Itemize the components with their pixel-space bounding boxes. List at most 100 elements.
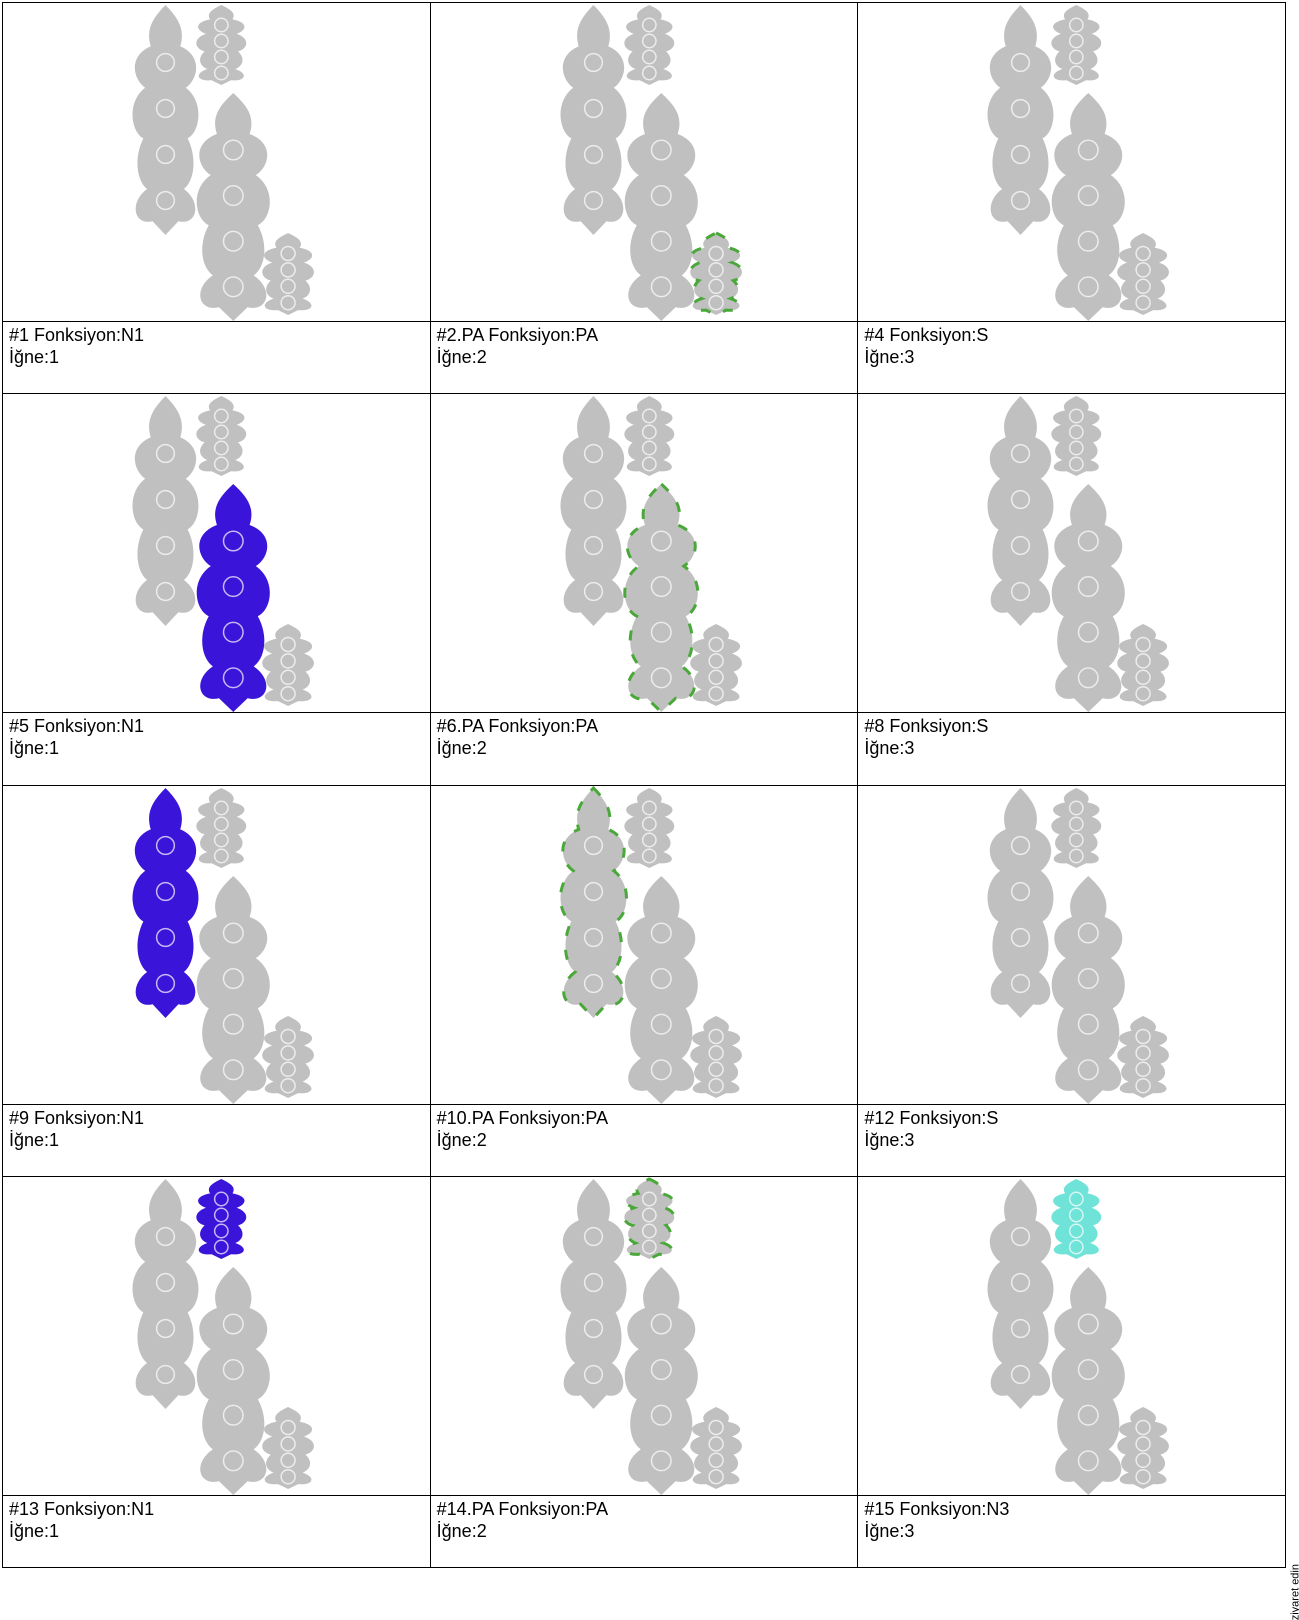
cell-caption: #15 Fonksiyon:N3 İğne:3 bbox=[864, 1498, 1009, 1542]
motif-center bbox=[624, 875, 698, 1104]
motif-center-highlighted bbox=[622, 482, 699, 713]
needle-label: İğne:2 bbox=[436, 1520, 487, 1541]
needle-label: İğne:2 bbox=[436, 738, 487, 759]
sequence-cell: #13 Fonksiyon:N1 İğne:1 bbox=[3, 1176, 431, 1568]
motif-top bbox=[1051, 5, 1102, 85]
motif-top-highlighted bbox=[1051, 1178, 1102, 1259]
sequence-cell: #4 Fonksiyon:S İğne:3 bbox=[858, 3, 1286, 395]
needle-label: İğne:2 bbox=[436, 1129, 487, 1150]
embroidery-preview bbox=[3, 3, 430, 322]
needle-label: İğne:3 bbox=[864, 347, 915, 367]
sequence-cell: #15 Fonksiyon:N3 İğne:3 bbox=[858, 1176, 1286, 1568]
motif-left bbox=[132, 5, 199, 235]
embroidery-preview bbox=[858, 1177, 1285, 1496]
motif-left bbox=[987, 787, 1054, 1018]
motif-left bbox=[560, 1178, 627, 1409]
step-title: #5 Fonksiyon:N1 bbox=[9, 716, 145, 737]
motif-left bbox=[132, 1178, 199, 1409]
cell-caption: #9 Fonksiyon:N1 İğne:1 bbox=[9, 1107, 144, 1151]
needle-label: İğne:1 bbox=[9, 347, 60, 367]
motif-left bbox=[987, 5, 1054, 235]
motif-top bbox=[196, 5, 247, 85]
embroidery-preview bbox=[430, 1177, 858, 1496]
sequence-cell: #2.PA Fonksiyon:PA İğne:2 bbox=[430, 3, 859, 395]
motif-left bbox=[987, 1178, 1054, 1409]
motif-small bbox=[262, 1015, 314, 1098]
step-title: #4 Fonksiyon:S bbox=[864, 325, 989, 345]
motif-left bbox=[987, 396, 1054, 627]
sequence-cell: #14.PA Fonksiyon:PA İğne:2 bbox=[430, 1176, 859, 1568]
embroidery-preview bbox=[3, 786, 430, 1105]
motif-center bbox=[196, 93, 270, 321]
motif-left-highlighted bbox=[558, 785, 628, 1020]
motif-left bbox=[132, 396, 199, 627]
step-title: #13 Fonksiyon:N1 bbox=[9, 1498, 155, 1519]
stitch-sequence-sheet: #1 Fonksiyon:N1 İğne:1 #2.PA Fonksiyon:PA İ… bbox=[2, 2, 1286, 1568]
step-title: #8 Fonksiyon:S bbox=[864, 716, 989, 737]
cell-caption: #13 Fonksiyon:N1 İğne:1 bbox=[9, 1498, 154, 1542]
motif-center bbox=[196, 1266, 270, 1495]
step-title: #12 Fonksiyon:S bbox=[864, 1107, 999, 1128]
step-title: #6.PA Fonksiyon:PA bbox=[436, 716, 599, 737]
sequence-cell: #8 Fonksiyon:S İğne:3 bbox=[858, 394, 1286, 786]
motif-small bbox=[689, 1406, 742, 1489]
embroidery-preview bbox=[858, 786, 1285, 1105]
cell-caption: #10.PA Fonksiyon:PA İğne:2 bbox=[437, 1107, 608, 1151]
motif-small bbox=[1117, 233, 1170, 315]
sequence-cell: #6.PA Fonksiyon:PA İğne:2 bbox=[430, 394, 859, 786]
motif-top bbox=[624, 787, 674, 868]
motif-center bbox=[624, 93, 698, 321]
needle-label: İğne:2 bbox=[436, 347, 487, 367]
embroidery-preview bbox=[858, 394, 1285, 714]
motif-small bbox=[262, 624, 314, 707]
motif-left bbox=[560, 5, 627, 235]
motif-top bbox=[196, 396, 247, 477]
motif-small-highlighted bbox=[688, 231, 744, 317]
motif-top-highlighted bbox=[196, 1178, 247, 1259]
step-title: #14.PA Fonksiyon:PA bbox=[436, 1498, 609, 1519]
motif-top bbox=[196, 787, 247, 868]
motif-small bbox=[689, 624, 742, 707]
motif-top bbox=[624, 5, 674, 85]
motif-small bbox=[689, 1015, 742, 1098]
motif-center bbox=[624, 1266, 698, 1495]
cell-caption: #2.PA Fonksiyon:PA İğne:2 bbox=[437, 324, 598, 368]
motif-center bbox=[1052, 484, 1126, 713]
cell-caption: #5 Fonksiyon:N1 İğne:1 bbox=[9, 715, 144, 759]
motif-top-highlighted bbox=[622, 1177, 676, 1261]
motif-center bbox=[1052, 875, 1126, 1104]
embroidery-preview bbox=[430, 394, 858, 714]
needle-label: İğne:3 bbox=[864, 1520, 915, 1541]
step-title: #1 Fonksiyon:N1 bbox=[9, 325, 145, 345]
embroidery-preview bbox=[430, 3, 858, 322]
embroidery-preview bbox=[3, 1177, 430, 1496]
side-note: ziyaret edin bbox=[1289, 1564, 1299, 1620]
motif-top bbox=[1051, 396, 1102, 477]
step-title: #9 Fonksiyon:N1 bbox=[9, 1107, 145, 1128]
motif-small bbox=[1117, 1406, 1170, 1489]
motif-left-highlighted bbox=[132, 787, 199, 1018]
motif-center bbox=[1052, 1266, 1126, 1495]
sequence-cell: #10.PA Fonksiyon:PA İğne:2 bbox=[430, 785, 859, 1177]
sequence-grid: #1 Fonksiyon:N1 İğne:1 #2.PA Fonksiyon:PA İ… bbox=[2, 2, 1286, 1568]
embroidery-preview bbox=[3, 394, 430, 714]
cell-caption: #8 Fonksiyon:S İğne:3 bbox=[864, 715, 988, 759]
motif-small bbox=[262, 233, 314, 315]
cell-caption: #14.PA Fonksiyon:PA İğne:2 bbox=[437, 1498, 608, 1542]
step-title: #2.PA Fonksiyon:PA bbox=[436, 325, 599, 345]
sequence-cell: #1 Fonksiyon:N1 İğne:1 bbox=[3, 3, 431, 395]
sequence-cell: #9 Fonksiyon:N1 İğne:1 bbox=[3, 785, 431, 1177]
needle-label: İğne:1 bbox=[9, 738, 60, 759]
needle-label: İğne:1 bbox=[9, 1520, 60, 1541]
motif-top bbox=[624, 396, 674, 477]
sequence-cell: #12 Fonksiyon:S İğne:3 bbox=[858, 785, 1286, 1177]
step-title: #15 Fonksiyon:N3 bbox=[864, 1498, 1010, 1519]
motif-small bbox=[262, 1406, 314, 1489]
motif-center bbox=[1052, 93, 1126, 321]
cell-caption: #12 Fonksiyon:S İğne:3 bbox=[864, 1107, 998, 1151]
step-title: #10.PA Fonksiyon:PA bbox=[436, 1107, 609, 1128]
motif-left bbox=[560, 396, 627, 627]
sequence-cell: #5 Fonksiyon:N1 İğne:1 bbox=[3, 394, 431, 786]
needle-label: İğne:3 bbox=[864, 738, 915, 759]
embroidery-preview bbox=[858, 3, 1285, 322]
